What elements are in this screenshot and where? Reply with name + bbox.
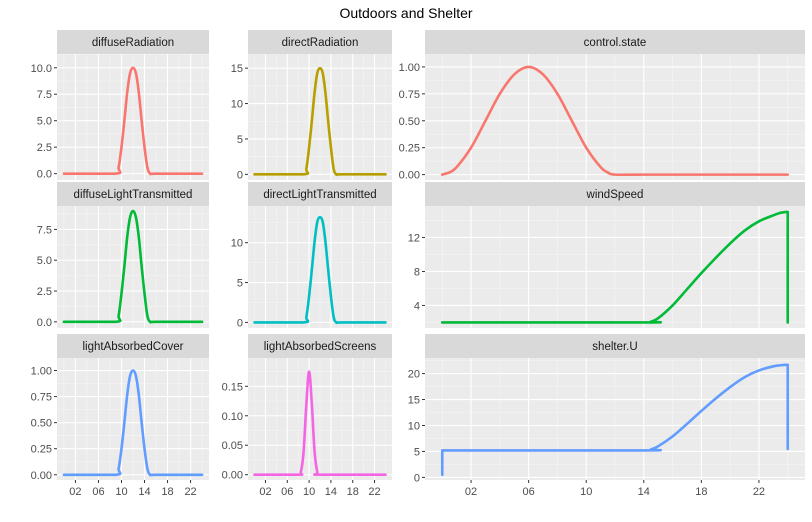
panel-strip-label: windSpeed xyxy=(586,189,644,201)
series-line-diffuse-light-transmitted xyxy=(62,209,204,324)
y-tick-label: 5 xyxy=(414,446,420,458)
x-tick-label: 02 xyxy=(69,486,81,498)
x-tick-label: 22 xyxy=(753,486,765,498)
x-tick-label: 10 xyxy=(115,486,127,498)
y-tick-label: 0.00 xyxy=(31,470,52,482)
y-tick-label: 8 xyxy=(414,266,420,278)
y-tick-label: 10 xyxy=(408,420,420,432)
y-tick-label: 0.00 xyxy=(222,470,243,482)
series-line-light-absorbed-cover xyxy=(62,369,204,477)
panel-strip xyxy=(425,30,805,54)
panel-strip-label: lightAbsorbedCover xyxy=(82,341,183,353)
panel-strip xyxy=(425,182,805,206)
x-tick-label: 22 xyxy=(368,486,380,498)
panel-strip xyxy=(57,334,209,358)
x-tick-label: 18 xyxy=(695,486,707,498)
y-tick-label: 0.00 xyxy=(399,170,420,182)
series-line-wind-speed xyxy=(440,210,790,324)
chart-title: Outdoors and Shelter xyxy=(339,5,472,21)
panel-strip-label: lightAbsorbedScreens xyxy=(264,341,377,353)
y-tick-label: 0.50 xyxy=(31,418,52,430)
y-tick-label: 0.25 xyxy=(399,143,420,155)
y-tick-label: 0 xyxy=(237,169,243,181)
y-tick-label: 0.75 xyxy=(31,392,52,404)
y-tick-label: 5 xyxy=(237,278,243,290)
series-line-shelter-u xyxy=(440,363,790,477)
y-tick-label: 2.5 xyxy=(37,142,52,154)
x-tick-label: 22 xyxy=(184,486,196,498)
y-tick-label: 10 xyxy=(231,238,243,250)
panel-diffuse-radiation: diffuseRadiation 0.0 2.5 5.0 7.5 10.0 xyxy=(31,30,209,181)
y-tick-label: 0.10 xyxy=(222,411,243,423)
panel-strip xyxy=(248,334,392,358)
x-tick-label: 18 xyxy=(161,486,173,498)
panel-strip-label: diffuseRadiation xyxy=(92,37,174,49)
x-tick-label: 02 xyxy=(259,486,271,498)
y-tick-label: 15 xyxy=(408,395,420,407)
series-line-direct-radiation xyxy=(253,66,387,177)
panel-strip-label: control.state xyxy=(584,37,647,49)
panel-strip xyxy=(248,30,392,54)
y-tick-label: 0.0 xyxy=(37,169,52,181)
panel-strip-label: diffuseLightTransmitted xyxy=(74,189,193,201)
panel-strip-label: directLightTransmitted xyxy=(263,189,376,201)
y-tick-label: 0.50 xyxy=(399,116,420,128)
series-line-diffuse-radiation xyxy=(62,66,204,176)
panel-strip xyxy=(248,182,392,206)
y-tick-label: 4 xyxy=(414,300,420,312)
panel-wind-speed: windSpeed 4 8 12 xyxy=(408,182,805,328)
panel-light-absorbed-screens: lightAbsorbedScreens 0.00 0.05 0.10 0.15 02 06… xyxy=(222,334,392,498)
x-tick-label: 10 xyxy=(580,486,592,498)
series-line-light-absorbed-screens xyxy=(253,370,387,476)
y-tick-label: 0.05 xyxy=(222,440,243,452)
x-tick-label: 06 xyxy=(523,486,535,498)
x-tick-label: 14 xyxy=(325,486,337,498)
x-tick-label: 10 xyxy=(303,486,315,498)
series-line-direct-light-transmitted xyxy=(253,215,387,325)
panel-light-absorbed-cover: lightAbsorbedCover 0.00 0.25 0.50 0.75 1.00 02… xyxy=(31,334,209,498)
y-tick-label: 0.0 xyxy=(37,317,52,329)
panel-direct-light-transmitted: directLightTransmitted 0 5 10 xyxy=(231,182,392,329)
y-tick-label: 5 xyxy=(237,134,243,146)
panel-strip xyxy=(57,30,209,54)
panel-strip-label: shelter.U xyxy=(592,341,637,353)
y-tick-label: 0 xyxy=(414,472,420,484)
y-tick-label: 0.15 xyxy=(222,381,243,393)
panel-direct-radiation: directRadiation 0 5 10 15 xyxy=(231,30,392,181)
y-tick-label: 5.0 xyxy=(37,116,52,128)
panel-control-state: control.state 0.00 0.25 0.50 0.75 1.00 xyxy=(399,30,805,182)
x-tick-label: 18 xyxy=(347,486,359,498)
series-line-control-state xyxy=(440,65,790,177)
y-tick-label: 7.5 xyxy=(37,224,52,236)
panel-strip xyxy=(425,334,805,358)
y-tick-label: 2.5 xyxy=(37,286,52,298)
y-tick-label: 7.5 xyxy=(37,89,52,101)
panel-diffuse-light-transmitted: diffuseLightTransmitted 0.0 2.5 5.0 7.5 xyxy=(37,182,209,329)
y-tick-label: 5.0 xyxy=(37,255,52,267)
y-tick-label: 1.00 xyxy=(399,62,420,74)
x-tick-label: 02 xyxy=(465,486,477,498)
y-tick-label: 0.75 xyxy=(399,89,420,101)
y-tick-label: 0 xyxy=(237,317,243,329)
x-tick-label: 06 xyxy=(281,486,293,498)
panel-strip xyxy=(57,182,209,206)
x-tick-label: 06 xyxy=(92,486,104,498)
x-tick-label: 14 xyxy=(138,486,150,498)
y-tick-label: 10.0 xyxy=(31,63,52,75)
panel-shelter-u: shelter.U 0 5 10 15 20 02 06 10 14 18 22 xyxy=(408,334,805,498)
y-tick-label: 15 xyxy=(231,63,243,75)
y-tick-label: 0.25 xyxy=(31,444,52,456)
y-tick-label: 10 xyxy=(231,99,243,111)
y-tick-label: 20 xyxy=(408,369,420,381)
y-tick-label: 1.00 xyxy=(31,366,52,378)
panel-strip-label: directRadiation xyxy=(282,37,359,49)
x-tick-label: 14 xyxy=(638,486,650,498)
y-tick-label: 12 xyxy=(408,232,420,244)
